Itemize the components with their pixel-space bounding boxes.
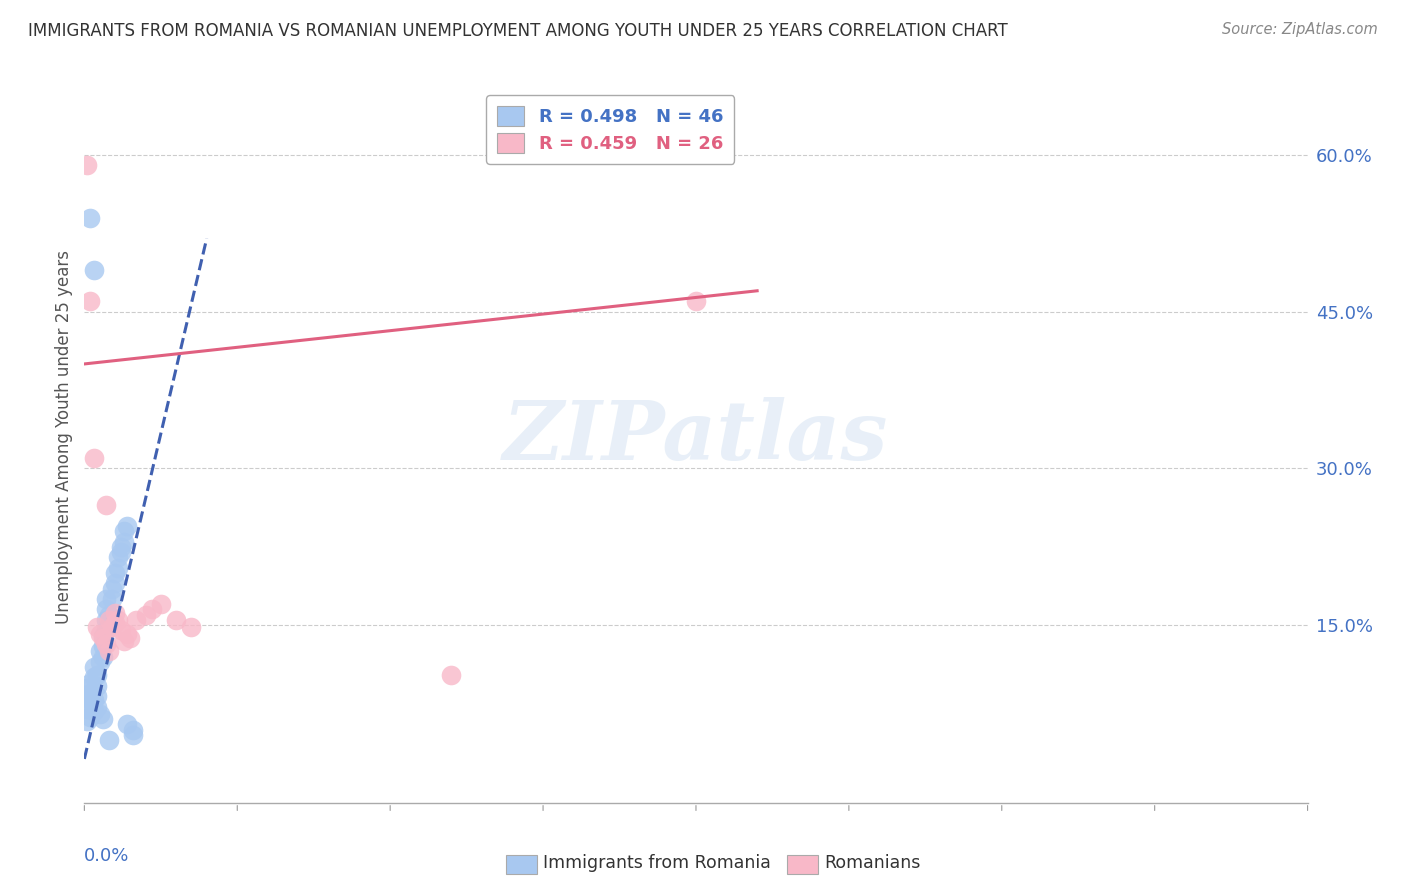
- Text: Source: ZipAtlas.com: Source: ZipAtlas.com: [1222, 22, 1378, 37]
- Point: [97, 607, 120, 622]
- Point: [115, 626, 138, 640]
- Point: [101, 582, 124, 596]
- Point: [76, 702, 98, 716]
- Point: [86, 668, 108, 682]
- Point: [112, 633, 135, 648]
- Point: [83, 450, 105, 465]
- Point: [97, 644, 120, 658]
- Point: [110, 624, 132, 638]
- Text: Immigrants from Romania: Immigrants from Romania: [543, 855, 770, 872]
- Point: [76, 681, 98, 695]
- Point: [107, 550, 129, 565]
- Point: [110, 540, 132, 554]
- Point: [79, 294, 101, 309]
- Point: [86, 620, 108, 634]
- Point: [89, 626, 111, 640]
- Point: [685, 294, 707, 309]
- Point: [83, 704, 105, 718]
- Point: [76, 714, 98, 729]
- Point: [120, 631, 142, 645]
- Point: [97, 733, 120, 747]
- Point: [83, 670, 105, 684]
- Point: [97, 618, 120, 632]
- Point: [76, 158, 98, 172]
- Point: [122, 728, 145, 742]
- Point: [86, 699, 108, 714]
- Point: [104, 566, 127, 580]
- Point: [135, 607, 157, 622]
- Point: [104, 616, 127, 631]
- Point: [89, 644, 111, 658]
- Point: [83, 660, 105, 674]
- Point: [149, 597, 172, 611]
- Point: [94, 637, 117, 651]
- Point: [101, 620, 124, 634]
- Point: [122, 723, 145, 737]
- Legend: R = 0.498   N = 46, R = 0.459   N = 26: R = 0.498 N = 46, R = 0.459 N = 26: [486, 95, 734, 164]
- Point: [91, 639, 114, 653]
- Point: [79, 675, 101, 690]
- Point: [83, 693, 105, 707]
- Point: [91, 629, 114, 643]
- Point: [91, 649, 114, 664]
- Point: [115, 519, 138, 533]
- Point: [440, 668, 463, 682]
- Point: [94, 592, 117, 607]
- Point: [110, 545, 132, 559]
- Point: [76, 691, 98, 706]
- Point: [86, 690, 108, 704]
- Point: [79, 686, 101, 700]
- Point: [79, 211, 101, 225]
- Text: IMMIGRANTS FROM ROMANIA VS ROMANIAN UNEMPLOYMENT AMONG YOUTH UNDER 25 YEARS CORR: IMMIGRANTS FROM ROMANIA VS ROMANIAN UNEM…: [28, 22, 1008, 40]
- Point: [125, 613, 148, 627]
- Point: [79, 697, 101, 711]
- Point: [89, 655, 111, 669]
- Point: [94, 602, 117, 616]
- Point: [94, 624, 117, 638]
- Point: [141, 602, 163, 616]
- Point: [104, 606, 127, 620]
- Point: [94, 613, 117, 627]
- Point: [91, 631, 114, 645]
- Y-axis label: Unemployment Among Youth under 25 years: Unemployment Among Youth under 25 years: [55, 250, 73, 624]
- Point: [83, 263, 105, 277]
- Point: [104, 576, 127, 591]
- Text: Romanians: Romanians: [824, 855, 921, 872]
- Text: ZIPatlas: ZIPatlas: [503, 397, 889, 477]
- Point: [112, 534, 135, 549]
- Point: [115, 717, 138, 731]
- Point: [97, 613, 120, 627]
- Point: [79, 710, 101, 724]
- Point: [94, 498, 117, 512]
- Point: [165, 613, 187, 627]
- Text: 0.0%: 0.0%: [84, 847, 129, 864]
- Point: [101, 592, 124, 607]
- Point: [89, 706, 111, 721]
- Point: [180, 620, 202, 634]
- Point: [112, 524, 135, 538]
- Point: [91, 712, 114, 726]
- Point: [107, 613, 129, 627]
- Point: [107, 560, 129, 574]
- Point: [86, 679, 108, 693]
